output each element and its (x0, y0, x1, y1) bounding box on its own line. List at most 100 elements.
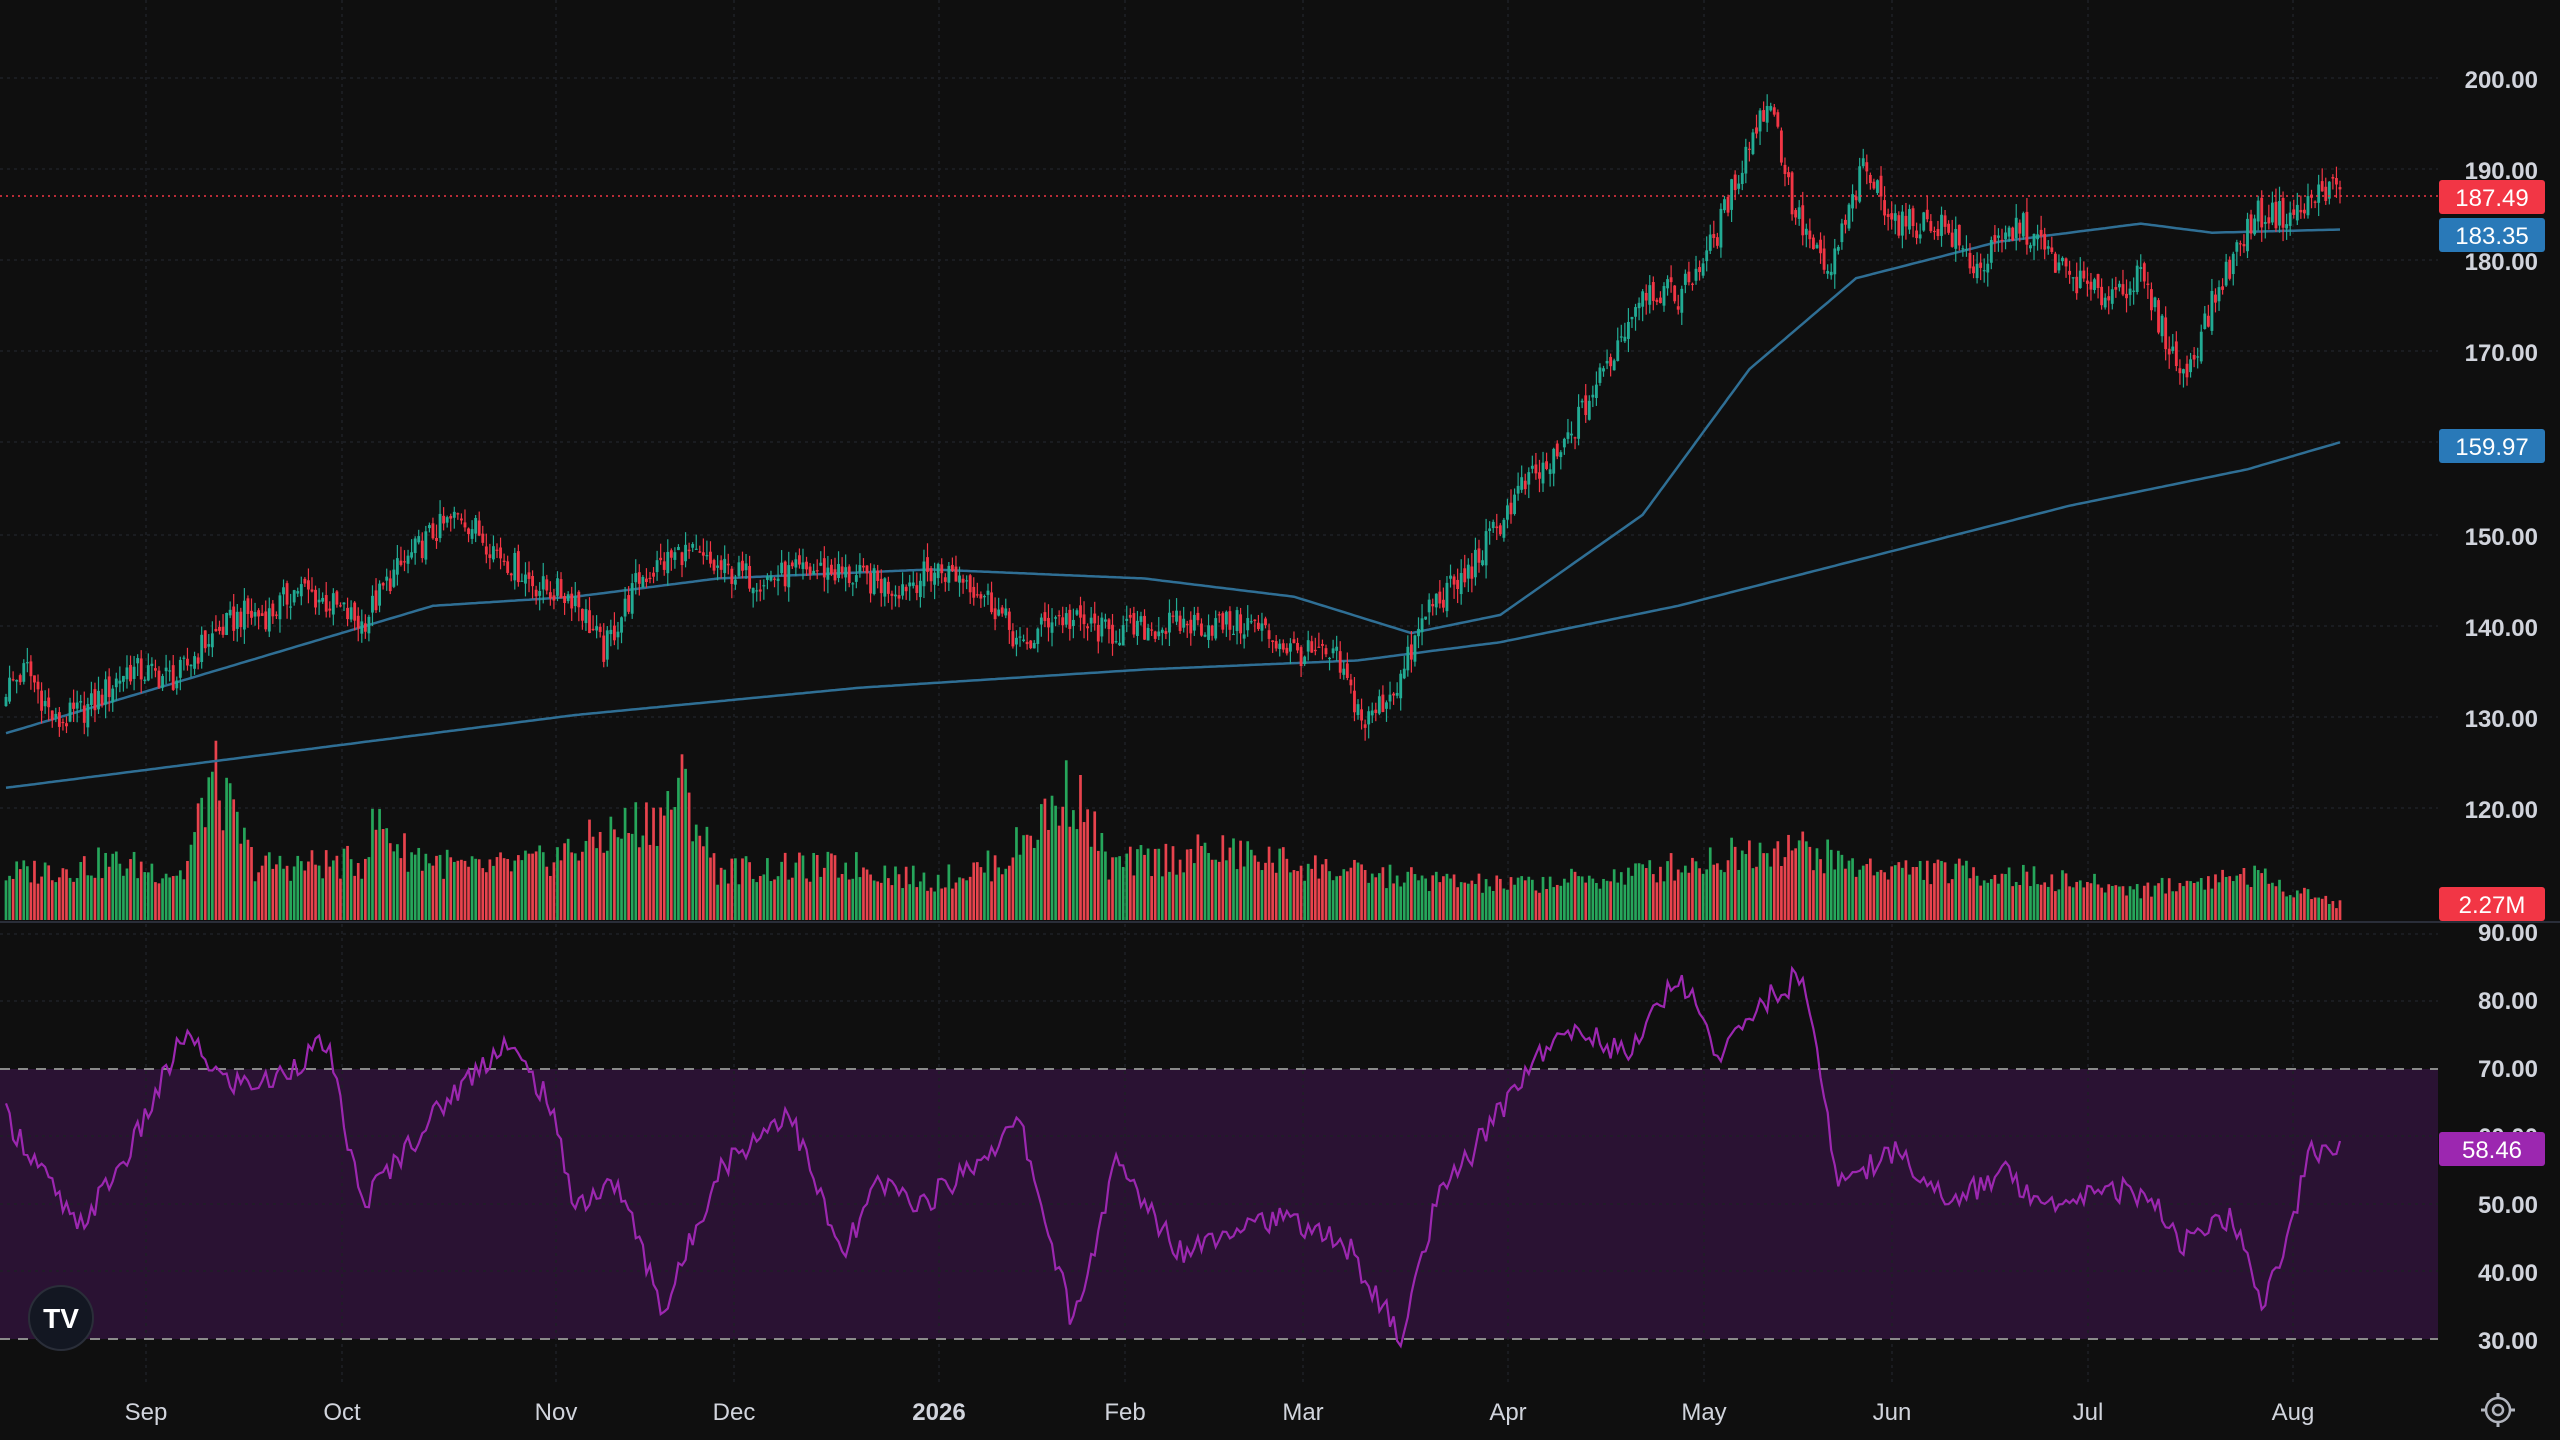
candle (1787, 166, 1790, 186)
candle (2110, 278, 2114, 310)
volume-bar (2032, 866, 2036, 920)
volume-bar (360, 878, 364, 920)
volume-bar (1651, 874, 1655, 920)
candle (812, 563, 816, 576)
candle (403, 550, 406, 572)
volume-bar (865, 869, 869, 920)
volume-bar (1851, 858, 1854, 920)
volume-bar (1121, 866, 1125, 920)
volume-bar (310, 850, 314, 920)
volume-bar (2310, 899, 2313, 920)
volume-bar (2338, 900, 2342, 920)
candle (335, 590, 339, 608)
candle (1288, 638, 1292, 664)
volume-bar (1306, 863, 1310, 920)
rsi-tick-label: 80.00 (2478, 988, 2538, 1015)
candle (1783, 157, 1787, 187)
time-tick-label: Apr (1489, 1399, 1526, 1426)
volume-bar (314, 864, 317, 920)
volume-bar (1143, 854, 1146, 920)
volume-bar (972, 862, 976, 920)
volume-bar (705, 826, 709, 920)
candle (1509, 489, 1513, 524)
volume-bar (303, 870, 307, 920)
volume-bar (2039, 884, 2043, 920)
volume-bar (104, 852, 107, 920)
volume-bar (1808, 846, 1812, 920)
volume-bar (1997, 883, 2000, 920)
candle (47, 688, 51, 721)
candle (1292, 631, 1296, 644)
price-tick-label: 130.00 (2465, 706, 2538, 733)
candle (1367, 706, 1371, 739)
volume-bar (214, 740, 218, 920)
candle (1609, 353, 1613, 377)
candle (1096, 615, 1100, 654)
volume-bar (1908, 874, 1911, 920)
candle (1662, 282, 1666, 312)
volume-bar (1716, 863, 1719, 920)
volume-bar (1819, 859, 1822, 920)
gear-icon[interactable] (2481, 1393, 2515, 1427)
volume-bar (1772, 848, 1776, 920)
volume-bar (1139, 845, 1143, 920)
candle (2061, 256, 2064, 266)
candle (1861, 148, 1865, 169)
volume-bar (1812, 870, 1815, 920)
volume-bar (901, 888, 904, 920)
candle (705, 540, 709, 560)
candle (1659, 291, 1662, 304)
volume-bar (1402, 882, 1406, 920)
candle (2256, 195, 2260, 231)
candle (637, 564, 641, 596)
candle (2057, 254, 2061, 274)
volume-bar (1040, 804, 1043, 920)
volume-bar (1893, 865, 1897, 920)
candle (591, 615, 595, 632)
volume-bar (2157, 883, 2160, 920)
volume-bar (438, 854, 442, 920)
candle (499, 537, 502, 570)
candle (2043, 227, 2047, 260)
candle (858, 553, 862, 578)
candle (570, 586, 574, 621)
time-axis[interactable]: Sep Oct Nov Dec 2026 Feb Mar Apr May Jun… (125, 1399, 2315, 1426)
candle (452, 506, 456, 529)
volume-bar (1530, 879, 1534, 920)
candle (1950, 219, 1954, 248)
candle (1687, 261, 1691, 286)
candle (477, 511, 481, 537)
volume-bar (2278, 879, 2281, 920)
volume-bar (150, 863, 154, 920)
candle (2029, 242, 2032, 253)
volume-bar (1050, 795, 1054, 920)
candle (317, 588, 321, 615)
candle (2004, 225, 2007, 250)
candle (1449, 564, 1452, 588)
candle (1143, 609, 1146, 640)
logo-button[interactable]: TV (28, 1285, 94, 1351)
candle (1018, 627, 1022, 647)
volume-bar (317, 865, 321, 920)
candle (630, 573, 634, 619)
candle (2327, 181, 2331, 205)
volume-bar (815, 855, 819, 920)
volume-bar (1961, 865, 1965, 920)
volume-bar (883, 865, 887, 920)
price-axis[interactable]: 200.00 190.00 180.00 170.00 150.00 140.0… (2465, 67, 2538, 824)
candle (2018, 219, 2022, 242)
candle (2263, 215, 2267, 239)
volume-bar (1367, 882, 1371, 920)
volume-bar (1338, 875, 1342, 920)
volume-bar (2150, 896, 2153, 920)
volume-bar (2263, 868, 2267, 920)
candle (1135, 610, 1139, 645)
volume-bar (264, 855, 268, 920)
candle (435, 524, 438, 549)
candle (307, 568, 310, 604)
volume-bar (833, 855, 837, 920)
volume-bar (516, 855, 520, 920)
volume-bar (1947, 883, 1950, 920)
candle (324, 581, 328, 618)
